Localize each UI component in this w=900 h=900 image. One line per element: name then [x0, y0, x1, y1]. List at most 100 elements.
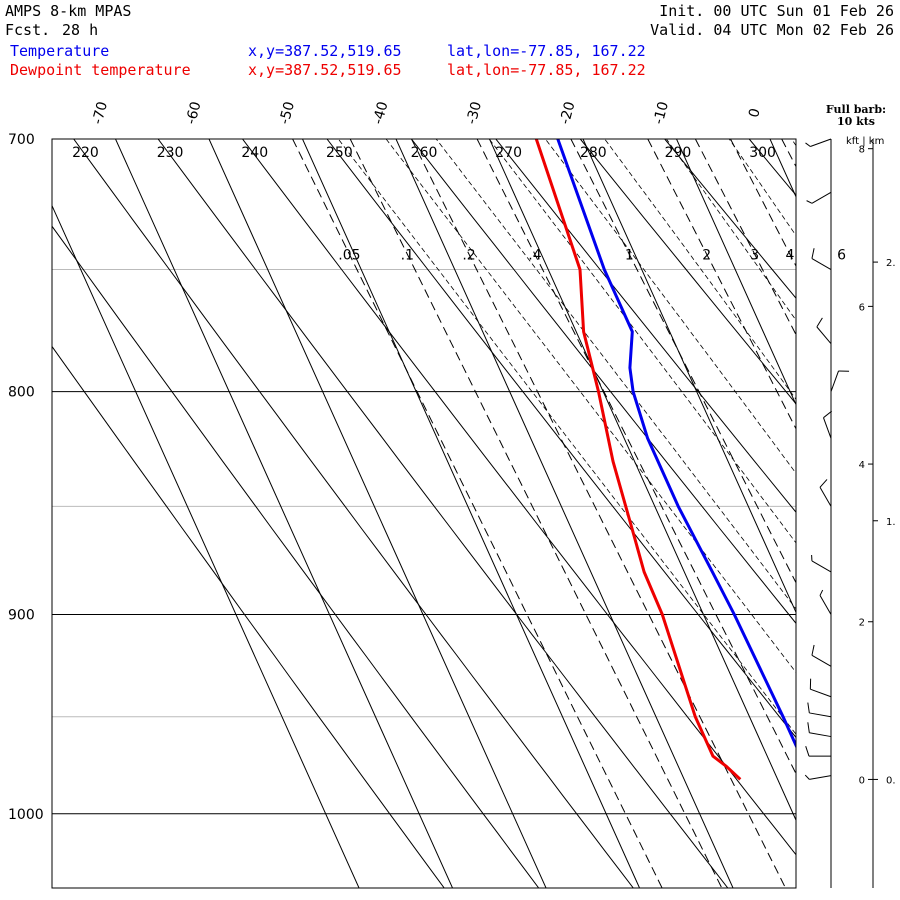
wind-barb-4 [830, 370, 850, 392]
isotherm--40 [395, 139, 734, 888]
isotherm--50 [301, 139, 641, 888]
dry-adiabat-260 [410, 139, 796, 625]
barb-legend: Full barb: 10 kts [816, 104, 896, 128]
isotherm--10 [675, 139, 796, 406]
temperature-xy: x,y=387.52,519.65 [248, 42, 402, 60]
isotherm-label--30: -30 [464, 100, 485, 126]
model-title: AMPS 8-km MPAS [5, 2, 132, 20]
kft-label-0: 0 [859, 775, 865, 786]
isotherm--30 [488, 139, 796, 822]
mixing-ratio-label-0: .05 [338, 247, 360, 263]
dry-adiabat-290 [664, 139, 796, 299]
wind-barb-shaft-14 [809, 775, 832, 780]
wind-barb-feather-2 [811, 248, 815, 259]
moist-adiabat-290 [791, 139, 796, 147]
pressure-tick-800: 800 [8, 385, 35, 401]
wind-barb-feather-12 [807, 722, 810, 733]
wind-barb-11 [807, 702, 832, 718]
wind-barb-3 [816, 317, 832, 345]
wind-barb-shaft-11 [809, 712, 832, 718]
mixing-ratio-label-4: 1 [625, 247, 634, 263]
plot-frame [51, 138, 797, 889]
isotherm-label--10: -10 [651, 100, 672, 126]
wind-barb-feather-9 [811, 644, 815, 656]
pressure-tick-900: 900 [8, 607, 35, 623]
dry-adiabat-label-240: 240 [241, 145, 268, 161]
mixing-ratio-0.05 [292, 139, 663, 888]
km-label-0: 0. [886, 775, 896, 786]
mixing-ratio-1 [570, 139, 796, 584]
dry-adiabat-label-250: 250 [326, 145, 353, 161]
dry-adiabat-220 [73, 139, 634, 888]
isotherm-label--40: -40 [370, 100, 391, 126]
wind-barb-shaft-8 [819, 595, 832, 615]
dry-adiabat-label-300: 300 [749, 145, 776, 161]
mixing-ratio-label-7: 4 [786, 247, 795, 263]
wind-barb-14 [804, 774, 832, 780]
dry-adiabat-210 [52, 225, 540, 888]
init-time: Init. 00 UTC Sun 01 Feb 26 [659, 2, 894, 20]
dry-adiabat-250 [326, 139, 796, 739]
mixing-ratio-3 [694, 139, 796, 336]
kft-label-4: 4 [859, 460, 865, 471]
temperature-latlon: lat,lon=-77.85, 167.22 [447, 42, 646, 60]
wind-barb-13 [805, 746, 831, 757]
mixing-ratio-label-6: 3 [750, 247, 759, 263]
temperature-profile-line [556, 139, 796, 749]
dry-adiabat-300 [748, 139, 796, 196]
wind-barb-0 [805, 138, 832, 147]
wind-barb-shaft-10 [810, 688, 832, 698]
moist-adiabat-255 [385, 139, 796, 674]
isotherm--70 [114, 139, 454, 888]
wind-barb-10 [809, 678, 832, 698]
km-label-2: 2. [886, 258, 896, 269]
wind-barb-5 [823, 410, 833, 439]
isotherm--80 [52, 204, 360, 888]
isotherm--20 [582, 139, 796, 614]
mixing-ratio-2 [647, 139, 796, 430]
dry-adiabat-label-230: 230 [157, 145, 184, 161]
dry-adiabat-label-260: 260 [411, 145, 438, 161]
dry-adiabat-310 [590, 0, 900, 900]
moist-adiabat-265 [488, 139, 796, 544]
wind-barb-feather-8 [819, 589, 824, 596]
wind-barb-12 [807, 722, 832, 738]
dry-adiabat-270 [495, 139, 796, 513]
moist-adiabat-295 [664, 0, 900, 900]
pressure-tick-700: 700 [8, 132, 35, 148]
isotherm--60 [208, 139, 547, 888]
wind-barb-feather-0 [805, 142, 811, 147]
dry-adiabat-280 [579, 139, 796, 405]
mixing-ratio-label-1: .1 [401, 247, 414, 263]
wind-barb-shaft-3 [816, 326, 832, 345]
wind-barb-1 [806, 191, 832, 204]
moist-adiabat-275 [604, 139, 796, 400]
dewpoint-latlon: lat,lon=-77.85, 167.22 [447, 61, 646, 79]
wind-barb-shaft-2 [811, 258, 832, 270]
moist-adiabat-285 [728, 139, 796, 237]
wind-barb-feather-1 [806, 200, 813, 204]
wind-barb-feather-6 [819, 479, 828, 488]
moist-adiabat-280 [665, 139, 796, 321]
dry-adiabat-230 [157, 139, 729, 888]
mixing-ratio-label-8: 6 [837, 247, 846, 263]
height-axis-header: kft | km [846, 136, 884, 147]
wind-barb-6 [819, 479, 832, 507]
isotherm-label--20: -20 [557, 100, 578, 126]
wind-barb-feather-13 [805, 746, 810, 757]
isotherm-label-0: 0 [746, 107, 764, 120]
km-label-1: 1. [886, 517, 896, 528]
dry-adiabat-240 [241, 139, 796, 856]
mixing-ratio-label-3: .4 [528, 247, 541, 263]
wind-barb-shaft-9 [811, 654, 832, 667]
legend-temperature-label: Temperature [10, 42, 110, 60]
mixing-ratio-0.1 [349, 139, 723, 888]
mixing-ratio-label-5: 2 [702, 247, 711, 263]
moist-adiabat-250 [337, 139, 796, 735]
wind-barb-shaft-12 [809, 732, 832, 738]
wind-barb-feather-5 [823, 410, 833, 419]
valid-time: Valid. 04 UTC Mon 02 Feb 26 [650, 21, 894, 39]
wind-barb-feather-11 [807, 702, 810, 714]
